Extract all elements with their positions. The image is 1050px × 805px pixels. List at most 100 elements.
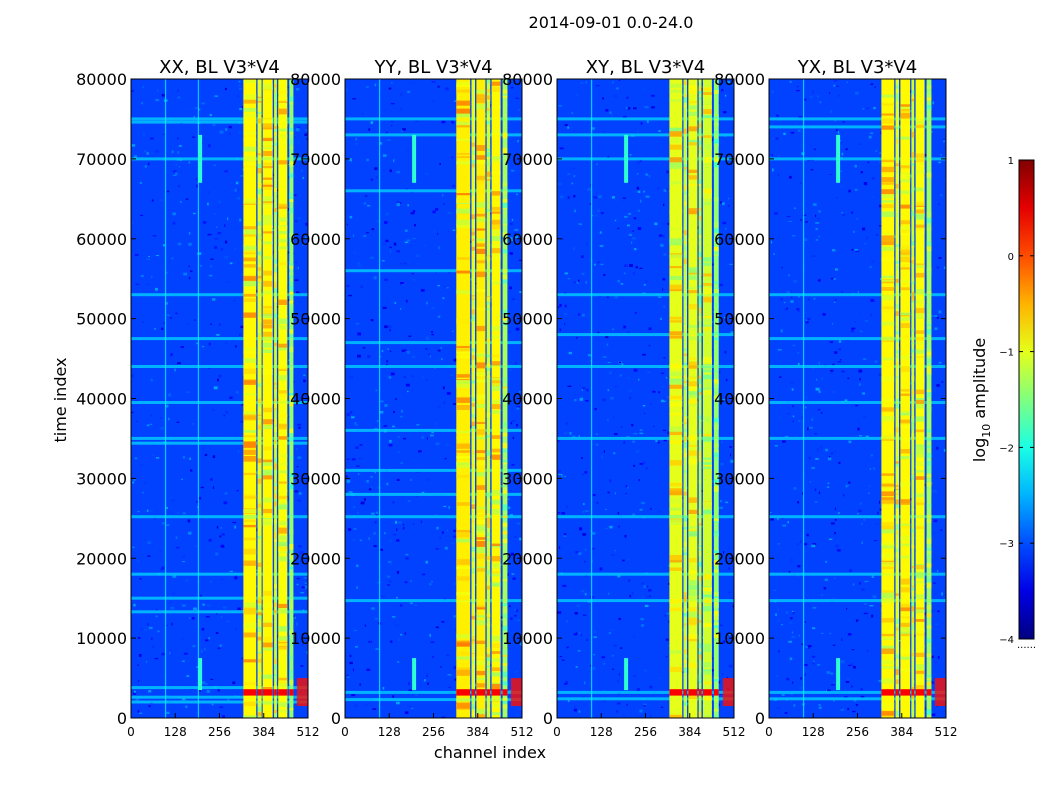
y-tick-label: 30000 [290,469,341,488]
horizontal-rfi-line [131,117,308,121]
horizontal-rfi-line [557,365,734,368]
x-tick-label: 256 [846,725,869,739]
horizontal-rfi-line [557,117,734,121]
rfi-band [688,79,698,718]
horizontal-rfi-line [131,596,308,600]
signal-spot [412,134,417,183]
rfi-band [262,79,273,718]
horizontal-rfi-line [345,341,522,345]
x-tick-label: 512 [935,725,958,739]
y-tick-label: 80000 [714,70,765,89]
horizontal-rfi-line [131,610,308,614]
x-tick-label: 384 [466,725,489,739]
horizontal-rfi-line [345,690,522,694]
horizontal-rfi-line [131,157,308,161]
horizontal-rfi-line [769,117,946,121]
horizontal-rfi-line [345,365,522,368]
rfi-band [502,79,508,718]
horizontal-rfi-line [769,690,946,694]
vertical-channel-line [197,79,199,718]
horizontal-rfi-line [345,269,522,273]
panel-title: YY, BL V3*V4 [373,57,492,78]
y-tick-label: 0 [117,709,127,728]
rfi-band [289,79,294,718]
rfi-band [491,79,501,718]
colorbar-tick-label: 1 [1008,156,1014,167]
y-tick-label: 70000 [290,150,341,169]
x-tick-label: 384 [678,725,701,739]
y-tick-label: 40000 [502,390,553,409]
horizontal-rfi-line [557,697,734,701]
horizontal-rfi-line [557,599,734,603]
y-tick-label: 20000 [76,549,127,568]
y-tick-label: 10000 [76,629,127,648]
vertical-channel-line [803,79,805,718]
x-tick-label: 384 [252,725,275,739]
x-tick-label: 128 [378,725,401,739]
horizontal-rfi-line [131,700,308,704]
panel-title: XX, BL V3*V4 [159,57,280,78]
horizontal-rfi-line [345,599,522,603]
colorbar-tick-label: 0 [1008,252,1014,263]
x-tick-label: 512 [723,725,746,739]
horizontal-rfi-line [769,697,946,701]
y-tick-label: 0 [331,709,341,728]
colorbar-tick-label: −1 [999,348,1014,359]
y-axis-label: time index [51,357,70,442]
rfi-band [486,79,491,718]
rfi-band [911,79,915,718]
panel-1: XX, BL V3*V4 0 10000 20000 30000 40000 50000 60… [76,57,319,739]
signal-spot [836,658,841,691]
y-tick-label: 50000 [76,310,127,329]
horizontal-rfi-line [345,698,522,702]
horizontal-rfi-line [557,690,734,694]
y-tick-label: 80000 [502,70,553,89]
panel-2: YY, BL V3*V4 0 10000 20000 30000 40000 50000 60… [290,57,533,739]
y-tick-label: 30000 [714,469,765,488]
rfi-band [274,79,277,718]
y-tick-label: 50000 [714,310,765,329]
panel-3: XY, BL V3*V4 0 10000 20000 30000 40000 50000 60… [502,57,745,739]
colorbar-label: log10 amplitude [970,338,993,462]
panel-title: YX, BL V3*V4 [797,57,917,78]
y-tick-label: 70000 [714,150,765,169]
rfi-band [456,79,471,718]
y-tick-label: 70000 [502,150,553,169]
horizontal-rfi-line [131,337,308,341]
y-tick-label: 20000 [502,549,553,568]
horizontal-rfi-line [131,293,308,297]
horizontal-rfi-line [131,515,308,519]
horizontal-rfi-line [769,515,946,519]
signal-spot [836,134,841,183]
horizontal-rfi-line [131,695,308,699]
horizontal-rfi-line [557,293,734,297]
horizontal-rfi-line [131,436,308,440]
rfi-band [713,79,719,718]
horizontal-rfi-line [769,401,946,404]
y-tick-label: 50000 [502,310,553,329]
y-tick-label: 0 [543,709,553,728]
signal-spot [624,134,629,183]
rfi-band [881,79,895,718]
heatmap-image [131,79,308,718]
horizontal-rfi-line [345,428,522,432]
y-tick-label: 60000 [714,230,765,249]
rfi-band [471,79,475,718]
horizontal-rfi-line [131,686,308,690]
x-axis-label: channel index [434,743,546,762]
horizontal-rfi-line [557,515,734,519]
noise-texture [770,79,946,718]
rfi-band [895,79,899,718]
horizontal-rfi-line [131,120,308,124]
y-tick-label: 20000 [714,549,765,568]
horizontal-rfi-line [769,337,946,341]
y-tick-label: 0 [755,709,765,728]
rfi-band [915,79,925,718]
x-tick-label: 256 [634,725,657,739]
colorbar-tick-label: −3 [999,539,1014,550]
horizontal-rfi-line [557,133,734,137]
rfi-band [702,79,712,718]
heatmap-image [769,79,946,718]
horizontal-rfi-line [557,436,734,440]
